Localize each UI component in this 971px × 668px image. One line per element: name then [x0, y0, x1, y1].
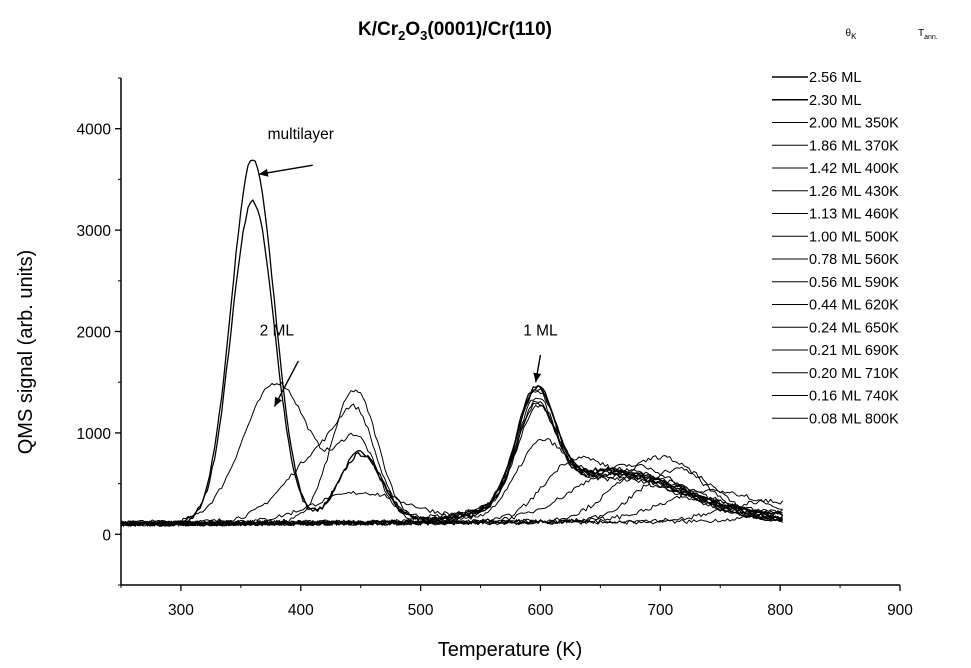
- annotation-arrowhead-1: [258, 168, 269, 177]
- series-line-3: [120, 381, 783, 526]
- legend-header-anneal-sub: ann.: [924, 34, 938, 41]
- legend-label-1: 2.56 ML: [809, 70, 861, 86]
- title-sub-2: 2: [398, 28, 405, 43]
- legend-label-13: 0.21 ML 690K: [809, 343, 899, 359]
- legend-label-8: 1.00 ML 500K: [809, 229, 899, 245]
- y-tick-label-3000: 3000: [77, 223, 112, 240]
- series-line-16: [120, 509, 783, 527]
- annotation-label-2: 2 ML: [260, 323, 295, 340]
- annotation-arrow-1: [258, 164, 313, 176]
- annotation-arrowhead-3: [533, 372, 542, 383]
- annotation-label-3: 1 ML: [523, 323, 558, 340]
- y-tick-label-1000: 1000: [77, 426, 112, 443]
- title-part-4: (0001)/Cr(110): [427, 19, 552, 40]
- title-part-1: K/Cr: [358, 19, 399, 40]
- x-tick-label-500: 500: [408, 602, 434, 619]
- legend-label-12: 0.24 ML 650K: [809, 320, 899, 336]
- y-tick-label-2000: 2000: [77, 325, 112, 342]
- x-tick-label-400: 400: [288, 602, 314, 619]
- axes-layer: [120, 78, 900, 586]
- legend-label-5: 1.42 ML 400K: [809, 161, 899, 177]
- y-axis-label: QMS signal (arb. units): [15, 250, 37, 455]
- legend-header-coverage-main: θ: [846, 28, 852, 39]
- chart-title: K/Cr2O3(0001)/Cr(110): [358, 19, 552, 43]
- x-tick-label-300: 300: [168, 602, 194, 619]
- legend-label-3: 2.00 ML 350K: [809, 116, 899, 132]
- x-tick-label-600: 600: [528, 602, 554, 619]
- legend-header-anneal: Tann.: [918, 28, 938, 41]
- title-part-3: O: [405, 19, 420, 40]
- legend: 2.56 ML 2.30 ML 2.00 ML 350K 1.86 ML 370K 1.…: [772, 70, 899, 427]
- annotation-layer: multilayer 2 ML 1 ML: [258, 126, 558, 407]
- series-line-1: [120, 159, 784, 527]
- title-sub-3: 3: [420, 28, 427, 43]
- y-tick-label-0: 0: [102, 527, 111, 544]
- legend-header-anneal-main: T: [918, 28, 924, 39]
- legend-label-10: 0.56 ML 590K: [809, 275, 899, 291]
- series-line-2: [120, 199, 783, 527]
- legend-label-9: 0.78 ML 560K: [809, 252, 899, 268]
- ticks-layer: 300 400 500 600 700 800 900 0 1000 2000 3000 4000: [77, 77, 913, 619]
- legend-label-6: 1.26 ML 430K: [809, 184, 899, 200]
- legend-header-coverage: θK: [846, 28, 858, 41]
- x-axis-label: Temperature (K): [438, 639, 583, 661]
- legend-header-coverage-sub: K: [851, 32, 857, 41]
- x-tick-label-800: 800: [767, 602, 793, 619]
- legend-label-11: 0.44 ML 620K: [809, 298, 899, 314]
- x-tick-label-900: 900: [887, 602, 913, 619]
- series-layer: [120, 159, 784, 527]
- legend-label-2: 2.30 ML: [809, 93, 861, 109]
- legend-label-16: 0.08 ML 800K: [809, 411, 899, 427]
- y-tick-label-4000: 4000: [77, 122, 112, 139]
- legend-label-15: 0.16 ML 740K: [809, 389, 899, 405]
- annotation-label-1: multilayer: [268, 126, 334, 143]
- series-line-14: [120, 488, 783, 526]
- x-tick-label-700: 700: [647, 602, 673, 619]
- legend-label-4: 1.86 ML 370K: [809, 138, 899, 154]
- legend-label-14: 0.20 ML 710K: [809, 366, 899, 382]
- legend-label-7: 1.13 ML 460K: [809, 207, 899, 223]
- annotation-arrowhead-2: [274, 396, 283, 407]
